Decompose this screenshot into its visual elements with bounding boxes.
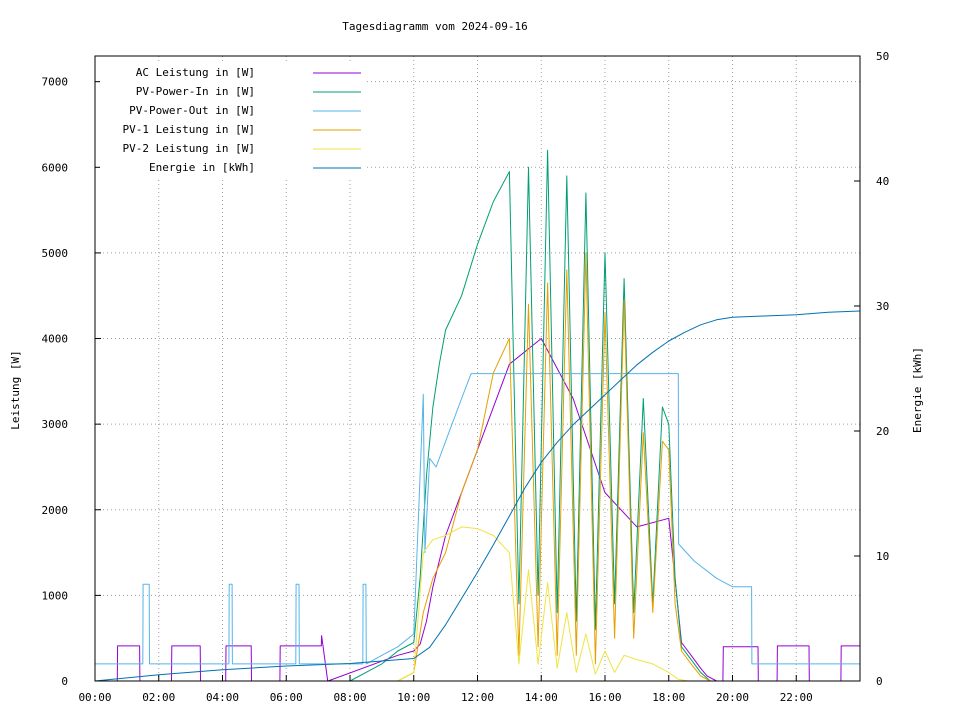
y-tick-label: 7000 bbox=[42, 76, 69, 89]
y-tick-label: 4000 bbox=[42, 333, 69, 346]
y-tick-label: 1000 bbox=[42, 589, 69, 602]
y2-tick-label: 10 bbox=[876, 550, 889, 563]
series-line-2 bbox=[95, 373, 860, 665]
legend-label: PV-2 Leistung in [W] bbox=[123, 142, 255, 155]
axis-ticks: 00:00 02:00 04:00 06:00 08:00 10:00 12:00 14:00… bbox=[42, 50, 890, 704]
series-line-4 bbox=[95, 526, 860, 682]
y2-tick-label: 20 bbox=[876, 425, 889, 438]
x-tick-label: 22:00 bbox=[780, 691, 813, 704]
legend-label: PV-Power-Out in [W] bbox=[129, 104, 255, 117]
series-line-5 bbox=[94, 310, 861, 682]
y2-tick-label: 40 bbox=[876, 175, 889, 188]
series-line-0 bbox=[95, 338, 860, 682]
x-tick-label: 08:00 bbox=[333, 691, 366, 704]
legend-label: Energie in [kWh] bbox=[149, 161, 255, 174]
y2-tick-label: 0 bbox=[876, 675, 883, 688]
x-tick-label: 00:00 bbox=[78, 691, 111, 704]
y2-tick-label: 30 bbox=[876, 300, 889, 313]
y-axis-label: Leistung [W] bbox=[9, 350, 22, 429]
legend-background bbox=[100, 62, 365, 178]
x-tick-label: 20:00 bbox=[716, 691, 749, 704]
y-tick-label: 5000 bbox=[42, 247, 69, 260]
x-tick-label: 06:00 bbox=[270, 691, 303, 704]
y-tick-label: 0 bbox=[61, 675, 68, 688]
y-tick-label: 3000 bbox=[42, 418, 69, 431]
x-tick-label: 12:00 bbox=[461, 691, 494, 704]
y-tick-label: 2000 bbox=[42, 504, 69, 517]
legend: AC Leistung in [W] PV-Power-In in [W] PV-P… bbox=[100, 62, 365, 178]
series-group bbox=[94, 149, 861, 682]
y-tick-label: 6000 bbox=[42, 161, 69, 174]
series-line-1 bbox=[95, 149, 860, 682]
x-tick-label: 04:00 bbox=[206, 691, 239, 704]
chart-title: Tagesdiagramm vom 2024-09-16 bbox=[342, 20, 527, 33]
x-tick-label: 16:00 bbox=[588, 691, 621, 704]
x-tick-label: 18:00 bbox=[652, 691, 685, 704]
legend-label: PV-Power-In in [W] bbox=[136, 85, 255, 98]
legend-label: PV-1 Leistung in [W] bbox=[123, 123, 255, 136]
x-tick-label: 14:00 bbox=[525, 691, 558, 704]
x-tick-label: 02:00 bbox=[142, 691, 175, 704]
legend-label: AC Leistung in [W] bbox=[136, 66, 255, 79]
x-tick-label: 10:00 bbox=[397, 691, 430, 704]
y2-axis-label: Energie [kWh] bbox=[911, 347, 924, 433]
y2-tick-label: 50 bbox=[876, 50, 889, 63]
